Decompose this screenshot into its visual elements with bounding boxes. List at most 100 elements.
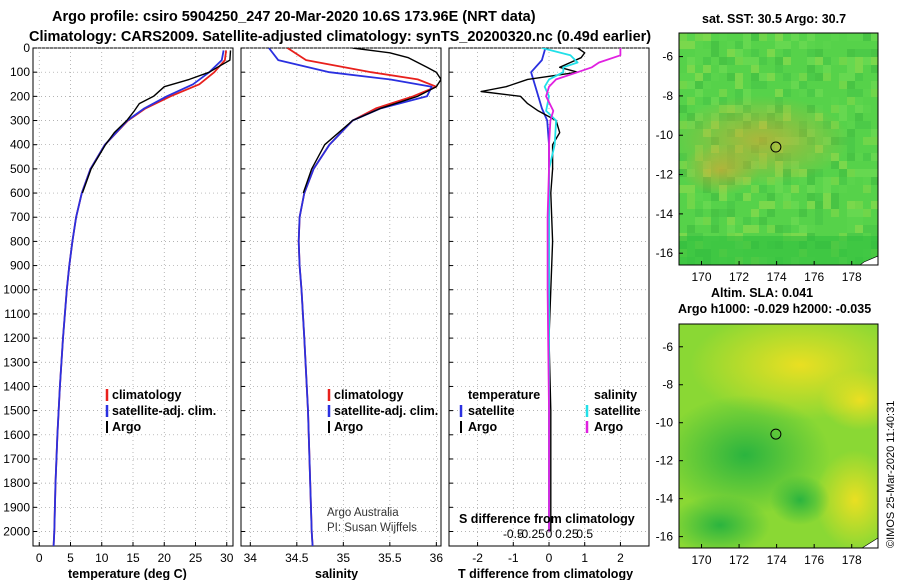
salinity-lines [268,48,441,546]
sst-cell [687,33,695,41]
legend-temp-satellite-label: satellite [468,404,515,418]
salinity-difference-axis-label: S difference from climatology [459,512,635,526]
sst-cell [743,89,751,97]
lon-tick-label: 174 [767,270,787,284]
sst-cell [695,73,703,81]
sst-cell [871,33,878,41]
sst-cell [703,217,711,225]
sst-cell [743,193,751,201]
sla-map-longitude-labels: 170 172 174 176 178 [692,544,862,567]
sst-cell [719,65,727,73]
depth-tick-label: 1700 [3,452,30,466]
sla-map: Altim. SLA: 0.041 Argo h1000: -0.029 h20… [656,286,879,567]
depth-tick-label: 1400 [3,379,30,393]
argo-position-marker [770,428,782,440]
sst-cell [807,49,815,57]
sst-cell [703,65,711,73]
sst-cell [775,225,783,233]
salinity-difference-tick-labels: -0.5-0.25 0 0.250.5 [503,527,593,541]
series-line [480,48,586,532]
sst-cell [767,73,775,81]
depth-tick-label: 1900 [3,500,30,514]
lon-tick-label: 178 [842,553,862,567]
difference-lines [480,48,622,532]
sla-map-latitude-labels: -6 -8 -10 -12 -14 -16 [656,340,683,544]
sst-cell [687,193,695,201]
sst-cell [871,153,878,161]
x-tick-label-top: -0.5 [503,527,524,541]
sst-cell [807,225,815,233]
sst-cell [799,225,807,233]
sst-cell [687,97,695,105]
x-tick-label: 5 [67,551,74,565]
depth-tick-label: 1200 [3,331,30,345]
sst-cell [727,201,735,209]
sst-cell [815,49,823,57]
sst-cell [783,225,791,233]
sst-cell [711,57,719,65]
sst-cell [751,57,759,65]
x-tick-label: 35 [337,551,351,565]
sst-cell [799,41,807,49]
sst-cell [751,209,759,217]
sst-cell [775,33,783,41]
sst-cell [839,185,847,193]
sst-cell [815,193,823,201]
sst-cell [871,65,878,73]
series-line [268,48,433,546]
sst-cell [679,41,687,49]
sst-cell [807,33,815,41]
legend-sal-satellite-label: satellite [594,404,641,418]
sst-cell [871,225,878,233]
sst-cell [679,73,687,81]
sst-cell [695,89,703,97]
sst-map-frame [678,32,879,266]
lat-tick-label: -16 [656,246,674,260]
sst-cell [679,33,687,41]
legend-climatology-label: climatology [334,388,404,402]
sst-cell [815,185,823,193]
sst-cell [823,185,831,193]
lat-tick-label: -12 [656,454,674,468]
x-tick-label-top: 0 [546,527,553,541]
sst-cell [831,57,839,65]
imos-timestamp: ©IMOS 25-Mar-2020 11:40:31 [885,401,897,548]
x-tick-label: 20 [158,551,172,565]
sst-cell [847,121,855,129]
sst-cell [807,185,815,193]
depth-tick-label: 700 [10,210,30,224]
sst-cell [719,33,727,41]
sst-cell [679,81,687,89]
sst-cell [815,73,823,81]
sst-cell [751,185,759,193]
sst-cell [847,89,855,97]
lat-tick-label: -8 [662,378,673,392]
sst-cell [855,73,863,81]
sst-cell [871,89,878,97]
sst-cell [871,49,878,57]
sst-cell [847,129,855,137]
sst-cell [695,81,703,89]
sst-cell [863,89,871,97]
sst-cell [799,89,807,97]
sst-cell [727,57,735,65]
sst-cell [815,201,823,209]
sst-cell [775,201,783,209]
x-tick-label: 0 [36,551,43,565]
sst-cell [847,57,855,65]
x-tick-label-top: -0.25 [517,527,545,541]
x-tick-label: 10 [95,551,109,565]
x-tick-label: 2 [617,551,624,565]
sst-cell [767,201,775,209]
sst-cell [727,225,735,233]
sst-cell [847,169,855,177]
sst-cell [767,49,775,57]
x-tick-label: -1 [508,551,519,565]
sst-cell [831,33,839,41]
lat-tick-label: -16 [656,530,674,544]
sst-cell [695,217,703,225]
sst-cell [751,33,759,41]
legend-temp-argo-label: Argo [468,420,498,434]
sst-cell [735,217,743,225]
sst-cell [807,65,815,73]
